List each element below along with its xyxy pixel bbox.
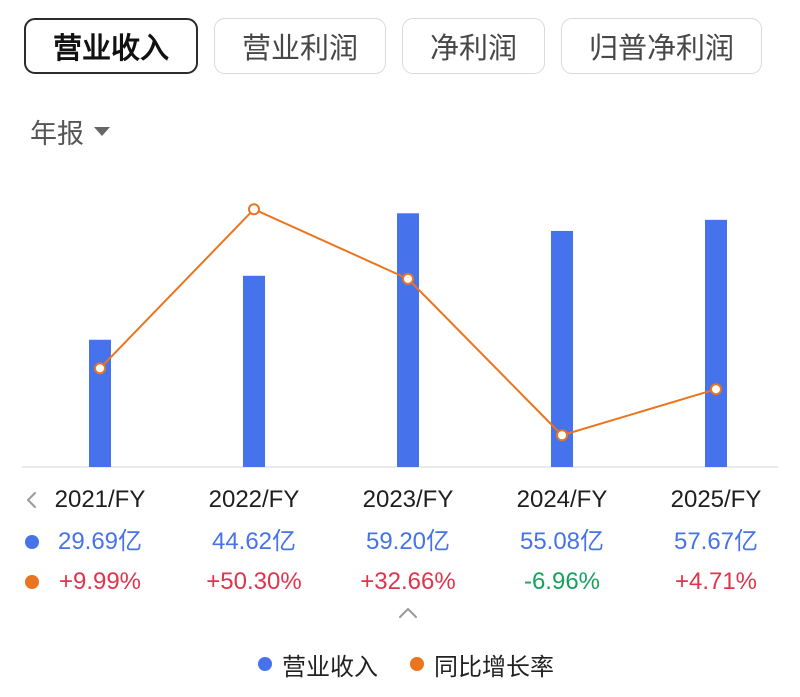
tab-operating-revenue[interactable]: 营业收入 — [24, 18, 199, 74]
period-selector[interactable]: 年报 — [30, 114, 111, 149]
tab-net-profit[interactable]: 净利润 — [402, 18, 546, 74]
growth-rate-point — [94, 362, 106, 375]
category-label: 2021/FY — [54, 486, 146, 513]
legend-dot — [258, 657, 272, 671]
revenue-value-label: 59.20亿 — [365, 528, 451, 555]
growth-rate-point — [402, 272, 414, 285]
growth-rate-point — [248, 203, 260, 216]
growth-rate-label: +4.71% — [674, 568, 758, 595]
growth-rate-point — [710, 383, 722, 396]
legend-label: 营业收入 — [282, 653, 378, 681]
growth-rate-point — [556, 429, 568, 442]
category-row: 2021/FY 2022/FY 2023/FY 2024/FY 2025/FY — [23, 485, 793, 515]
growth-rate-label: -6.96% — [523, 568, 601, 595]
caret-down-icon — [93, 126, 111, 137]
revenue-value-label: 57.67亿 — [673, 528, 759, 555]
chevron-up-icon — [399, 608, 417, 618]
chevron-left-icon — [27, 492, 36, 508]
tab-operating-profit[interactable]: 营业利润 — [214, 18, 387, 74]
revenue-value-label: 55.08亿 — [519, 528, 605, 555]
revenue-value-label: 29.69亿 — [57, 528, 143, 555]
growth-rate-row: +9.99% +50.30% +32.66% -6.96% +4.71% — [23, 567, 793, 597]
category-label: 2022/FY — [208, 486, 300, 513]
growth-rate-label: +32.66% — [360, 568, 456, 595]
chart-legend: 营业收入 同比增长率 — [258, 647, 554, 682]
tab-attributable-net-profit[interactable]: 归普净利润 — [561, 18, 763, 74]
legend-item-growth-rate: 同比增长率 — [410, 647, 554, 682]
growth-rate-label: +50.30% — [206, 568, 302, 595]
revenue-bar — [551, 230, 573, 467]
revenue-growth-chart — [22, 203, 778, 468]
revenue-series-dot — [25, 535, 39, 549]
legend-item-revenue: 营业收入 — [258, 647, 378, 682]
category-label: 2024/FY — [516, 486, 608, 513]
revenue-value-label: 44.62亿 — [211, 528, 297, 555]
category-label: 2025/FY — [670, 486, 762, 513]
revenue-bar — [89, 339, 111, 467]
legend-label: 同比增长率 — [434, 653, 554, 681]
revenue-bar — [705, 219, 727, 467]
period-label: 年报 — [30, 118, 84, 149]
revenue-value-row: 29.69亿 44.62亿 59.20亿 55.08亿 57.67亿 — [23, 527, 793, 557]
category-label: 2023/FY — [362, 486, 454, 513]
metric-tabs: 营业收入 营业利润 净利润 归普净利润 — [24, 18, 763, 74]
legend-dot — [410, 657, 424, 671]
collapse-details-button[interactable] — [397, 606, 419, 620]
growth-rate-label: +9.99% — [58, 568, 142, 595]
previous-years-button[interactable] — [24, 489, 40, 511]
growth-rate-series-dot — [25, 575, 39, 589]
revenue-bar — [397, 213, 419, 467]
revenue-bar — [243, 275, 265, 467]
